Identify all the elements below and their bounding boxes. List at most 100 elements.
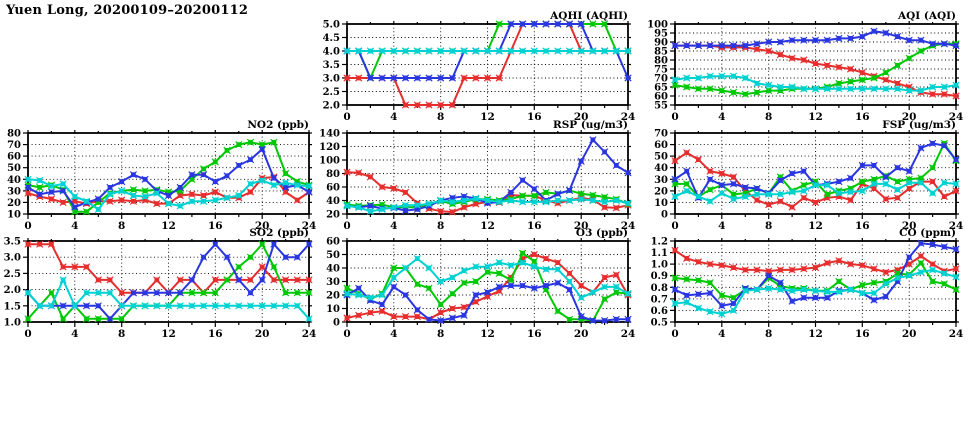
svg-text:85: 85 [654,47,668,58]
svg-text:4: 4 [718,111,725,123]
svg-text:40: 40 [326,196,340,207]
svg-text:12: 12 [808,328,823,340]
svg-text:0: 0 [24,328,31,340]
svg-text:24: 24 [621,328,636,340]
svg-text:2.5: 2.5 [323,87,340,98]
svg-text:24: 24 [949,220,964,232]
svg-text:40: 40 [654,163,668,174]
co-plot: 0 4 8 12 16 20 24 0.50.60.70.80.91.01.11.2 CO (p… [651,227,964,340]
rsp-plot: 0 4 8 12 16 20 24 20 40 60 80 100 120 140 RSP (ug/m3) [319,119,636,232]
svg-text:20: 20 [7,198,21,209]
svg-text:10: 10 [326,304,340,315]
svg-text:0.9: 0.9 [651,271,668,282]
svg-text:20: 20 [902,328,917,340]
svg-text:12: 12 [480,220,495,232]
svg-text:3.0: 3.0 [323,74,340,85]
svg-text:8: 8 [765,111,772,123]
chart-no2: 0 4 8 12 16 20 24 10 20 30 40 50 60 70 80 NO2 (ppb) [0,117,320,239]
svg-text:4: 4 [390,328,397,340]
svg-text:20: 20 [902,220,917,232]
svg-text:30: 30 [654,175,668,186]
svg-text:4: 4 [718,220,725,232]
svg-text:4.0: 4.0 [323,47,340,58]
svg-text:5.0: 5.0 [323,20,340,31]
svg-text:SO2 (ppb): SO2 (ppb) [249,227,309,239]
svg-text:65: 65 [654,83,668,94]
svg-text:4: 4 [71,328,78,340]
svg-text:8: 8 [118,328,125,340]
svg-text:NO2 (ppb): NO2 (ppb) [247,119,309,131]
chart-co: 0 4 8 12 16 20 24 0.5 0.6 0.7 0.8 0.9 1.0 1.1 1.2 CO (p… [645,225,967,347]
svg-text:70: 70 [654,74,668,85]
svg-text:16: 16 [527,111,542,123]
svg-text:75: 75 [654,65,668,76]
svg-text:1.1: 1.1 [651,248,668,259]
svg-text:100: 100 [319,156,340,167]
svg-text:60: 60 [654,92,668,103]
svg-text:0.6: 0.6 [651,306,668,317]
svg-text:16: 16 [855,111,870,123]
svg-text:8: 8 [765,220,772,232]
svg-text:12: 12 [808,220,823,232]
svg-text:8: 8 [118,220,125,232]
svg-text:20: 20 [902,111,917,123]
chart-aqi: 0 4 8 12 16 20 24 55 60 65 70 75 80 85 90 95 100 AQI (AQI… [645,8,967,130]
svg-text:60: 60 [654,140,668,151]
svg-text:2.0: 2.0 [4,285,21,296]
svg-text:20: 20 [255,328,270,340]
svg-text:CO (ppm): CO (ppm) [899,227,956,239]
svg-text:0: 0 [343,328,350,340]
svg-text:0: 0 [333,318,340,329]
svg-text:3.5: 3.5 [323,60,340,71]
svg-text:50: 50 [326,250,340,261]
svg-text:12: 12 [808,111,823,123]
svg-text:20: 20 [574,328,589,340]
svg-text:24: 24 [621,220,636,232]
svg-text:0: 0 [671,111,678,123]
svg-text:RSP (ug/m3): RSP (ug/m3) [553,119,628,131]
svg-text:1.5: 1.5 [4,301,21,312]
svg-text:24: 24 [302,328,317,340]
svg-text:0.7: 0.7 [651,294,668,305]
svg-text:FSP (ug/m3): FSP (ug/m3) [882,119,956,131]
svg-text:AQI (AQI): AQI (AQI) [897,10,956,22]
chart-fsp: 0 4 8 12 16 20 24 0 10 20 30 40 50 60 70 FSP (ug/m3) [645,117,967,239]
svg-text:2.0: 2.0 [323,101,340,112]
svg-text:70: 70 [654,129,668,140]
svg-text:80: 80 [654,56,668,67]
svg-text:50: 50 [7,163,21,174]
svg-text:1.0: 1.0 [4,318,21,329]
svg-text:70: 70 [7,140,21,151]
svg-text:8: 8 [437,328,444,340]
svg-text:90: 90 [654,38,668,49]
svg-text:12: 12 [161,328,176,340]
svg-text:8: 8 [437,111,444,123]
svg-text:O3 (ppb): O3 (ppb) [576,227,628,239]
svg-text:10: 10 [7,210,21,221]
svg-text:0: 0 [343,220,350,232]
svg-text:0.8: 0.8 [651,283,668,294]
svg-text:20: 20 [326,210,340,221]
svg-text:24: 24 [302,220,317,232]
svg-text:24: 24 [949,328,964,340]
so2-plot: 0 4 8 12 16 20 24 1.0 1.5 2.0 2.5 3.0 3.5 SO2 (ppb) [4,227,317,340]
svg-text:4.5: 4.5 [323,33,340,44]
svg-text:0: 0 [343,111,350,123]
svg-text:10: 10 [654,198,668,209]
svg-text:16: 16 [527,220,542,232]
chart-o3: 0 4 8 12 16 20 24 0 10 20 30 40 50 60 O3 (ppb) [317,225,639,347]
svg-text:40: 40 [326,264,340,275]
svg-text:4: 4 [390,111,397,123]
svg-text:16: 16 [855,220,870,232]
svg-text:1.0: 1.0 [651,260,668,271]
svg-text:12: 12 [480,111,495,123]
svg-text:40: 40 [7,175,21,186]
svg-text:30: 30 [326,277,340,288]
svg-text:95: 95 [654,29,668,40]
chart-so2: 0 4 8 12 16 20 24 1.0 1.5 2.0 2.5 3.0 3.5 SO2 (ppb) [0,225,320,347]
svg-text:55: 55 [654,101,668,112]
svg-text:16: 16 [208,328,223,340]
svg-text:16: 16 [527,328,542,340]
